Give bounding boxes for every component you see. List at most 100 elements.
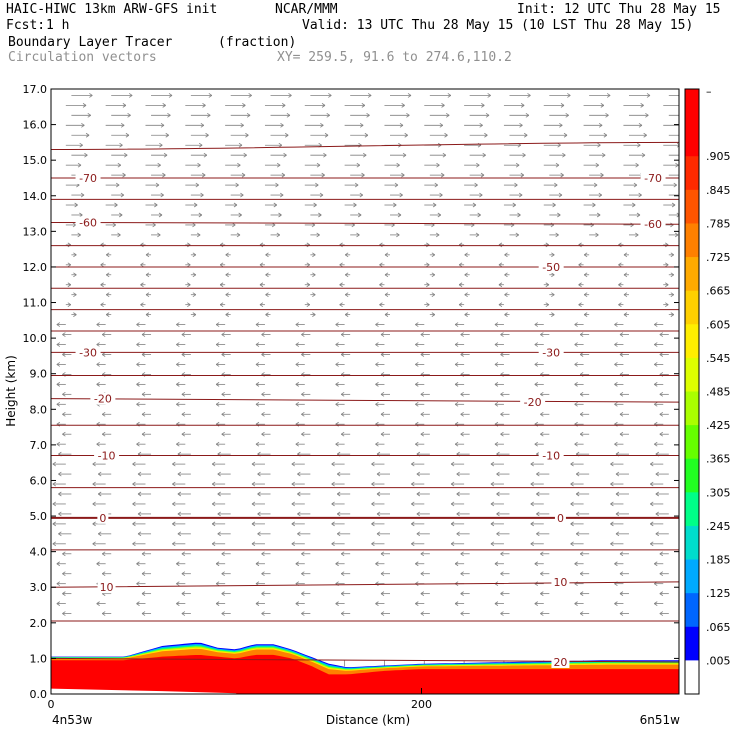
vector-head (570, 521, 574, 527)
vector-head (340, 551, 345, 557)
vector-head (122, 103, 127, 108)
vector-head (92, 541, 96, 547)
vector-head (172, 481, 176, 487)
vector-head (614, 401, 618, 407)
vector-head (101, 551, 106, 557)
vector-head (487, 93, 491, 98)
vector-head (397, 212, 402, 218)
vector-head (439, 122, 444, 128)
vector-head (52, 461, 57, 467)
vector-head (211, 461, 216, 467)
vector-head (208, 93, 213, 98)
vector-head (340, 411, 345, 417)
vector-head (215, 401, 220, 407)
contour-label-bg (75, 216, 101, 229)
vector-head (225, 312, 229, 317)
vector-head (522, 152, 526, 158)
vector-head (96, 342, 100, 347)
y-tick-label: 15.0 (23, 154, 48, 167)
vector-head (221, 591, 225, 596)
y-tick-label: 8.0 (30, 403, 48, 416)
vector-head (362, 152, 367, 158)
vector-head (659, 571, 664, 577)
vector-head (464, 312, 468, 317)
vector-head (323, 152, 327, 158)
vector-head (157, 232, 161, 238)
vector-head (295, 342, 300, 347)
contour-label-bg (75, 171, 101, 184)
vector-head (101, 431, 106, 437)
vector-head (416, 531, 421, 537)
vector-head (562, 152, 566, 158)
vector-head (335, 401, 339, 407)
contour-label: -60 (79, 216, 97, 229)
y-tick-label: 3.0 (30, 581, 48, 594)
vector-head (219, 282, 224, 288)
vector-head (261, 431, 265, 437)
vector-head (248, 93, 252, 98)
vector-head (654, 362, 658, 367)
vector-head (605, 113, 609, 118)
y-axis-ticks: 0.0 1.0 2.0 3.0 4.0 5.0 6.0 7.0 8.0 9.0 10.0 11.0 12… (23, 83, 679, 701)
vector-head (58, 471, 62, 477)
vector-head (579, 611, 584, 616)
vector-head (357, 212, 362, 218)
vector-head (261, 332, 265, 337)
vector-head (435, 232, 440, 238)
vector-head (551, 312, 555, 317)
vector-head (600, 103, 605, 108)
vector-head (359, 192, 364, 198)
vector-head (181, 611, 186, 616)
vector-head (415, 601, 419, 606)
vector-head (460, 392, 464, 397)
vector-head (112, 222, 117, 228)
vector-head (456, 511, 460, 517)
vector-head (371, 501, 375, 507)
vector-head (574, 601, 578, 606)
vector-head (56, 601, 61, 606)
vector-head (479, 122, 483, 128)
vector-head (460, 551, 464, 557)
vector-head (344, 252, 349, 258)
vector-head (598, 192, 603, 198)
vector-head (122, 172, 126, 178)
vector-head (176, 382, 180, 387)
vector-head (655, 471, 660, 477)
vector-head (335, 561, 339, 567)
y-tick-label: 16.0 (23, 119, 48, 132)
vector-head (52, 501, 57, 507)
vector-head (136, 322, 140, 327)
vector-head (73, 312, 77, 317)
vector-head (52, 521, 57, 527)
vector-head (540, 411, 544, 417)
vector-head (177, 511, 182, 517)
vector-head (575, 511, 580, 517)
vector-head (545, 302, 549, 307)
x-axis-label: Distance (km) (326, 713, 410, 727)
contour-line (51, 221, 679, 225)
vector-head (498, 302, 503, 307)
vector-head (120, 192, 125, 198)
vector-head (540, 392, 544, 397)
vector-head (674, 232, 679, 238)
vector-head (181, 551, 186, 557)
vector-head (132, 461, 136, 467)
vector-head (291, 521, 296, 527)
contour-label-bg (75, 346, 101, 359)
vector-head (291, 461, 296, 467)
vector-head (251, 461, 256, 467)
plot-frame (50, 88, 680, 695)
vector-head (295, 561, 300, 567)
vector-head (375, 401, 379, 407)
vector-head (477, 212, 481, 218)
vector-head (128, 93, 133, 98)
vector-head (490, 501, 495, 507)
vector-head (221, 411, 225, 417)
y-axis-label: Height (km) (4, 355, 18, 426)
vector-head (62, 411, 66, 417)
vector-head (375, 441, 379, 447)
vector-head (215, 342, 220, 347)
vector-head (312, 252, 316, 258)
vector-head (257, 471, 261, 477)
vector-head (454, 601, 459, 606)
